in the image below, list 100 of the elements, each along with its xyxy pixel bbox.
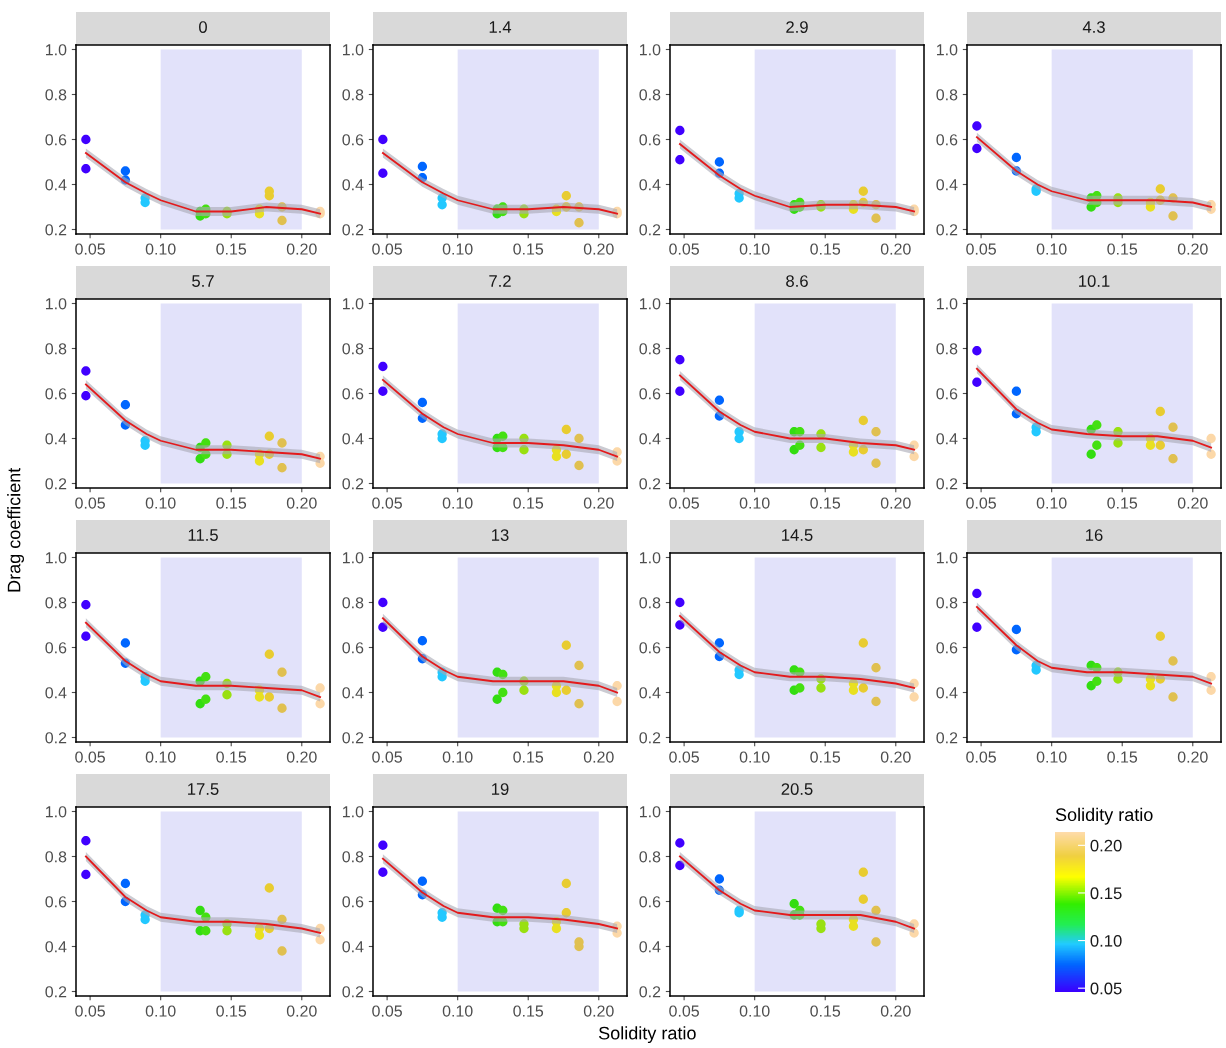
point (81, 600, 91, 610)
point (264, 649, 274, 659)
x-tick-label: 0.05 (372, 497, 402, 509)
x-tick-label: 0.20 (286, 1005, 317, 1017)
x-tick-label: 0.05 (372, 243, 402, 255)
y-tick-label: 0.8 (342, 89, 364, 101)
y-tick-label: 0.6 (639, 134, 661, 146)
point (561, 191, 571, 201)
point (277, 667, 287, 677)
x-tick-label: 0.20 (1177, 751, 1208, 763)
point (714, 395, 725, 405)
point (714, 874, 725, 884)
point (909, 928, 919, 938)
point (1011, 152, 1022, 163)
y-tick-label: 1.0 (936, 298, 958, 310)
x-tick-label: 0.20 (583, 751, 614, 763)
point (417, 876, 428, 886)
chart-title: 20.5 (781, 783, 813, 795)
point (1168, 211, 1178, 221)
x-tick-label: 0.05 (669, 751, 699, 763)
point (277, 703, 287, 713)
chart-title: 1.4 (489, 21, 512, 33)
x-tick-label: 0.10 (442, 1005, 473, 1017)
point (81, 869, 91, 880)
x-tick-label: 0.15 (1107, 243, 1138, 255)
x-tick-label: 0.15 (810, 751, 841, 763)
point (437, 193, 447, 203)
y-tick-label: 0.4 (342, 433, 364, 445)
x-tick-label: 0.20 (1177, 497, 1208, 509)
point (315, 923, 325, 934)
point (492, 694, 502, 704)
x-tick-label: 0.10 (739, 1005, 770, 1017)
point (871, 663, 881, 673)
point (612, 681, 622, 691)
y-tick-label: 0.6 (936, 388, 958, 400)
y-tick-label: 0.8 (45, 89, 67, 101)
x-tick-label: 0.10 (145, 1005, 176, 1017)
y-tick-label: 0.2 (639, 478, 661, 490)
chart-title: 0 (199, 21, 207, 33)
point (315, 699, 325, 709)
x-tick-label: 0.10 (442, 243, 473, 255)
point (1168, 454, 1178, 464)
point (498, 687, 508, 698)
point (675, 597, 685, 608)
y-tick-label: 0.2 (342, 986, 364, 998)
point (858, 867, 868, 877)
point (561, 424, 571, 435)
point (795, 667, 805, 677)
chart-title: 11.5 (188, 529, 218, 541)
point (858, 445, 868, 455)
x-tick-label: 0.20 (880, 497, 911, 509)
point (1092, 440, 1102, 450)
point (858, 894, 868, 904)
point (795, 440, 805, 450)
point (816, 442, 826, 453)
point (519, 685, 529, 695)
point (1011, 386, 1022, 396)
point (1011, 624, 1022, 635)
y-tick-label: 1.0 (45, 298, 67, 310)
point (1155, 631, 1165, 641)
y-tick-label: 0.6 (45, 642, 67, 654)
point (561, 640, 571, 650)
x-tick-label: 0.20 (286, 497, 317, 509)
point (551, 681, 562, 691)
point (264, 692, 274, 702)
point (201, 926, 211, 936)
y-tick-label: 0.4 (342, 941, 364, 953)
point (1168, 692, 1178, 702)
point (871, 696, 881, 707)
y-tick-label: 0.2 (342, 478, 364, 490)
point (909, 692, 919, 702)
y-tick-label: 0.2 (45, 732, 67, 744)
x-tick-label: 0.15 (810, 243, 841, 255)
chart-title: 19 (492, 783, 509, 795)
point (1168, 422, 1178, 432)
point (561, 908, 571, 918)
point (378, 840, 388, 850)
point (816, 683, 826, 693)
x-tick-label: 0.15 (513, 1005, 544, 1017)
point (222, 440, 232, 450)
point (1086, 449, 1096, 459)
y-tick-label: 1.0 (936, 44, 958, 56)
y-tick-label: 0.8 (639, 89, 661, 101)
point (378, 622, 388, 632)
x-tick-label: 0.15 (513, 243, 544, 255)
y-axis-title: Drag coefficient (7, 467, 24, 592)
y-tick-label: 1.0 (639, 298, 661, 310)
x-tick-label: 0.10 (145, 243, 176, 255)
point (858, 186, 868, 196)
x-tick-label: 0.05 (669, 1005, 699, 1017)
point (1168, 656, 1178, 666)
x-tick-label: 0.20 (286, 751, 317, 763)
point (858, 683, 868, 693)
y-tick-label: 1.0 (45, 552, 67, 564)
y-tick-label: 0.8 (936, 89, 958, 101)
point (81, 631, 91, 641)
x-tick-label: 0.05 (669, 497, 699, 509)
point (795, 427, 805, 437)
y-tick-label: 0.6 (639, 642, 661, 654)
point (81, 391, 91, 401)
